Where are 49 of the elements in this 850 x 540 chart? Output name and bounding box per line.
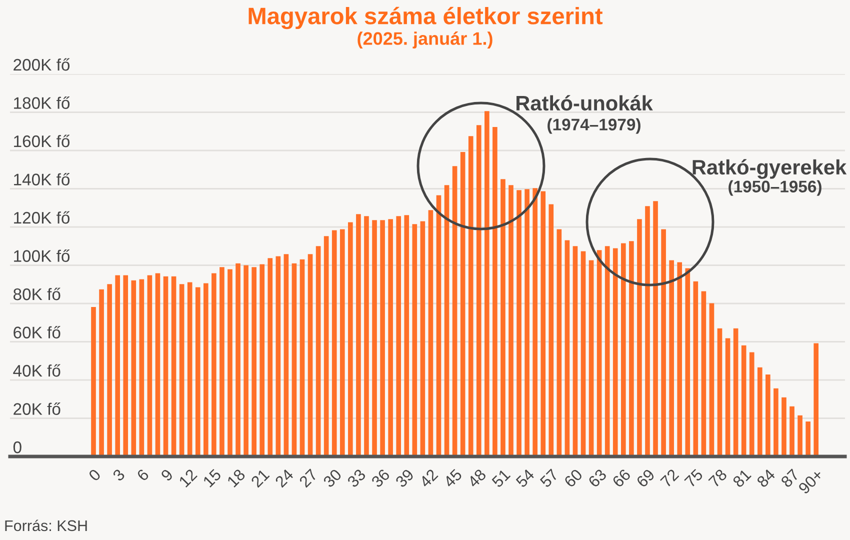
- y-tick-label: 40K fő: [13, 364, 60, 377]
- x-tick-label: 45: [442, 468, 463, 488]
- y-tick-label: 120K fő: [14, 211, 70, 224]
- x-tick-label: 72: [660, 468, 680, 488]
- x-tick-label: 36: [370, 468, 390, 488]
- y-tick-label: 100K fő: [14, 250, 70, 262]
- x-tick-label: 90+: [798, 468, 824, 495]
- x-tick-label: 6: [136, 468, 150, 482]
- y-tick-label: 200K fő: [14, 58, 70, 71]
- x-tick-label: 84: [756, 468, 776, 488]
- x-tick-label: 75: [684, 468, 704, 488]
- x-tick-label: 0: [88, 468, 102, 482]
- x-tick-label: 57: [539, 468, 559, 488]
- x-tick-label: 3: [112, 468, 126, 482]
- x-tick-label: 51: [491, 468, 511, 488]
- x-tick-label: 18: [226, 468, 246, 488]
- text: Forrás: KSH: [5, 520, 87, 532]
- annotation: (1974–1979): [548, 118, 640, 134]
- x-tick-label: 15: [202, 468, 222, 488]
- y-tick-label: 20K fő: [14, 402, 60, 415]
- y-tick-label: 0: [13, 441, 22, 454]
- chart-subtitle: (2025. január 1.): [358, 32, 492, 48]
- x-tick-label: 27: [298, 468, 318, 488]
- x-tick-label: 39: [394, 468, 414, 488]
- x-tick-label: 21: [250, 468, 270, 488]
- x-tick-label: 42: [418, 468, 438, 488]
- y-tick-label: 160K fő: [14, 134, 70, 148]
- x-tick-label: 12: [178, 468, 198, 488]
- x-tick-label: 24: [274, 468, 294, 488]
- x-tick-label: 81: [732, 468, 752, 488]
- y-tick-label: 60K fő: [14, 326, 60, 338]
- x-tick-label: 48: [466, 468, 487, 488]
- x-tick-label: 9: [160, 468, 174, 482]
- x-tick-label: 30: [322, 468, 342, 488]
- annotation: Ratkó-gyerekek: [692, 159, 847, 179]
- y-tick-label: 80K fő: [14, 288, 60, 300]
- x-tick-label: 54: [515, 468, 536, 488]
- y-tick-label: 140K fő: [14, 173, 70, 186]
- x-tick-label: 66: [612, 468, 632, 488]
- annotation: (1950–1956): [728, 180, 822, 196]
- x-tick-label: 87: [780, 468, 800, 488]
- x-tick-label: 69: [636, 468, 656, 488]
- x-tick-label: 60: [564, 468, 584, 488]
- annotation: Ratkó-unokák: [516, 95, 653, 111]
- y-tick-label: 180K fő: [14, 96, 70, 109]
- x-tick-label: 63: [588, 468, 608, 488]
- chart-title: Magyarok száma életkor szerint: [248, 6, 603, 30]
- x-tick-label: 78: [708, 468, 728, 488]
- x-tick-label: 33: [346, 468, 366, 488]
